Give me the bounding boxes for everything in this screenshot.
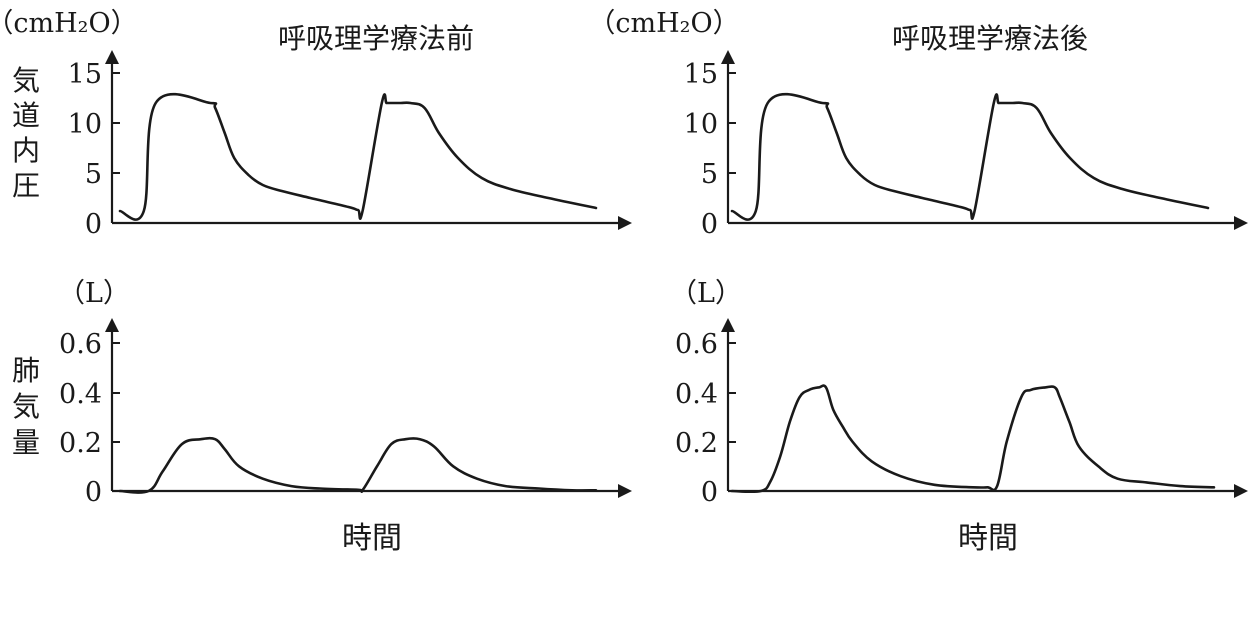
x-axis-arrow	[618, 484, 632, 498]
y-tick-label: 0.2	[675, 428, 718, 459]
y-unit-label: （cmH₂O）	[0, 8, 138, 39]
y-tick-label: 0	[701, 477, 718, 508]
y-tick-label: 0	[85, 477, 102, 508]
y-unit-label: （L）	[58, 278, 130, 309]
chart-volume_after: 0.6 0.4 0.2 0 （L） 時間	[670, 278, 1248, 556]
chart-title: 呼吸理学療法前	[278, 22, 474, 55]
y-tick-label: 5	[701, 159, 718, 190]
y-axis-label-char: 量	[12, 426, 40, 459]
y-axis-label-char: 内	[12, 134, 40, 167]
y-axis-arrow	[105, 50, 119, 64]
y-tick-label: 15	[684, 59, 718, 90]
y-tick-label: 5	[85, 159, 102, 190]
y-tick-label: 0	[701, 209, 718, 240]
series-line	[730, 92, 1210, 221]
series-line	[118, 92, 598, 221]
x-axis-label: 時間	[958, 521, 1018, 556]
chart-title: 呼吸理学療法後	[892, 22, 1088, 55]
y-axis-label-char: 肺	[12, 354, 40, 387]
y-axis-arrow	[721, 318, 735, 332]
y-tick-label: 10	[68, 109, 102, 140]
series-line	[118, 436, 598, 494]
x-axis-arrow	[618, 216, 632, 230]
chart-pressure_after: 15 10 5 0 （cmH₂O） 呼吸理学療法後	[588, 8, 1248, 240]
y-axis-arrow	[105, 318, 119, 332]
y-tick-label: 0.6	[59, 329, 102, 360]
y-tick-label: 10	[684, 109, 718, 140]
y-tick-label: 0	[85, 209, 102, 240]
series-line	[730, 384, 1216, 494]
x-axis-label: 時間	[342, 521, 402, 556]
y-tick-label: 15	[68, 59, 102, 90]
x-axis-arrow	[1234, 484, 1248, 498]
y-tick-label: 0.6	[675, 329, 718, 360]
y-axis-label-char: 道	[12, 99, 40, 132]
x-axis-arrow	[1234, 216, 1248, 230]
y-unit-label: （L）	[670, 278, 742, 309]
y-axis-label-char: 圧	[12, 169, 40, 202]
y-tick-label: 0.4	[59, 379, 102, 410]
y-tick-label: 0.4	[675, 379, 718, 410]
y-axis-arrow	[721, 50, 735, 64]
y-axis-label-char: 気	[12, 64, 40, 97]
y-axis-label-char: 気	[12, 390, 40, 423]
y-unit-label: （cmH₂O）	[588, 8, 739, 39]
y-tick-label: 0.2	[59, 428, 102, 459]
